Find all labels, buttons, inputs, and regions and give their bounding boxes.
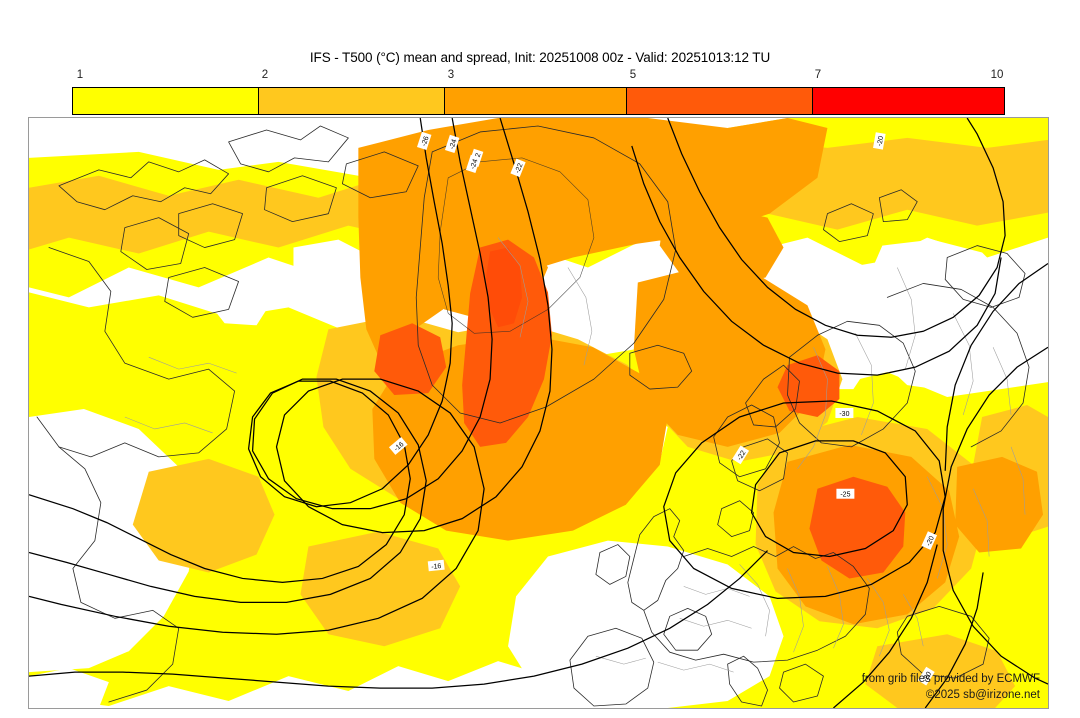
political-borders — [124, 237, 1026, 673]
colorbar-segment-5-7 — [626, 88, 814, 114]
spread-band-3-5 — [358, 118, 1044, 625]
contour-labels: -26 -24 -22 -24 — [388, 131, 938, 686]
contour-label: -20 — [925, 535, 936, 547]
contour-label: -25 — [840, 492, 850, 499]
contour-label: -24 — [470, 158, 480, 170]
colorbar-segment-7-10 — [813, 88, 1004, 114]
spread-band-7-10 — [486, 247, 523, 328]
colorbar-tick-2: 2 — [261, 69, 269, 81]
contour-lines — [29, 118, 1048, 708]
data-source-credit: from grib files provided by ECMWF — [861, 673, 1040, 685]
copyright-credit: ©2025 sb@irizone.net — [925, 689, 1040, 701]
colorbar-segment-3-5 — [445, 88, 627, 114]
contour-label: -30 — [839, 411, 849, 418]
contour-label: -16 — [393, 441, 405, 453]
contour-label: -24 — [449, 138, 459, 150]
colorbar-tick-7: 7 — [814, 69, 822, 81]
coastlines — [36, 125, 1030, 707]
colorbar-tick-10: 10 — [990, 69, 1004, 81]
contour-label: -22 — [736, 449, 747, 461]
contour-label: -20 — [922, 671, 933, 683]
colorbar-tick-3: 3 — [447, 69, 455, 81]
colorbar — [72, 87, 1005, 115]
contour-label: -20 — [876, 135, 885, 146]
colorbar-tick-1: 1 — [76, 69, 84, 81]
colorbar-tick-5: 5 — [629, 69, 637, 81]
contour-label: -16 — [431, 563, 442, 571]
contour-label: -22 — [514, 162, 524, 174]
contour-label: -26 — [421, 135, 431, 147]
map-plot-area: -26 -24 -22 -24 — [28, 117, 1049, 709]
colorbar-segment-2-3 — [259, 88, 446, 114]
colorbar-segment-1-2 — [73, 88, 260, 114]
map-svg: -26 -24 -22 -24 — [29, 118, 1048, 708]
page-title: IFS - T500 (°C) mean and spread, Init: 2… — [309, 50, 771, 65]
